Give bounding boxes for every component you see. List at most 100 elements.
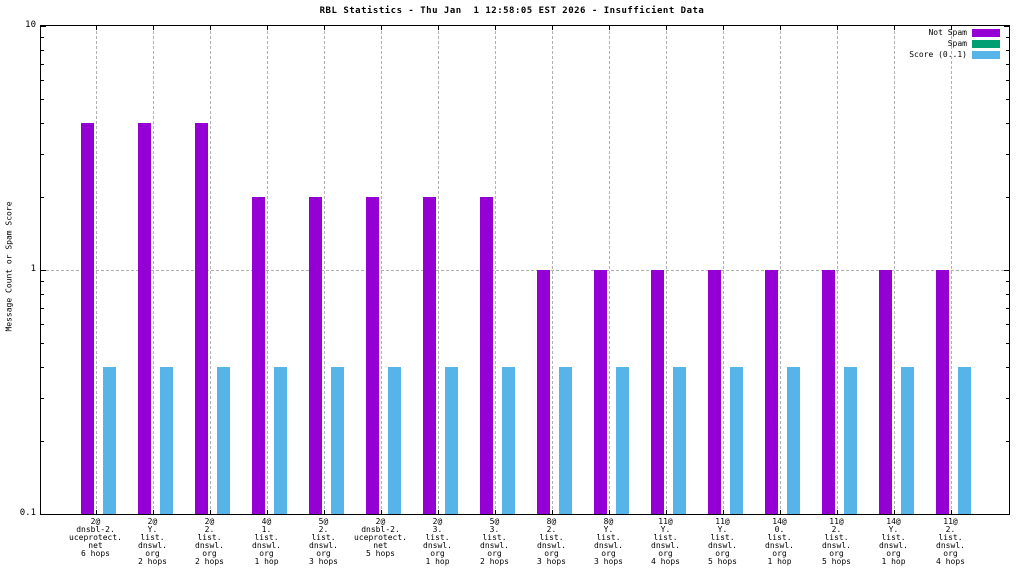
x-top-tick: [96, 26, 97, 30]
y-minor-tick: [41, 37, 44, 39]
y-tick-label: 0.1: [19, 508, 36, 518]
bar-not-spam: [423, 196, 436, 514]
legend-label: Not Spam: [928, 27, 967, 37]
x-top-tick: [267, 26, 268, 30]
y-major-tick: [41, 270, 46, 271]
gridline-x: [495, 26, 496, 514]
x-tick-label: 5@ 2. list. dnswl. org 3 hops: [309, 517, 338, 566]
gridline-x: [267, 26, 268, 514]
y-minor-tick: [41, 80, 44, 82]
gridline-x: [438, 26, 439, 514]
x-tick-label: 2@ dnsbl-2. uceprotect. net 5 hops: [354, 517, 407, 558]
x-top-tick: [153, 26, 154, 30]
y-minor-tick: [1006, 293, 1009, 295]
y-minor-tick: [41, 293, 44, 295]
gridline-x: [381, 26, 382, 514]
y-minor-tick: [1006, 49, 1009, 51]
y-minor-tick: [1006, 397, 1009, 399]
y-major-tick: [1004, 270, 1009, 271]
x-top-tick: [723, 26, 724, 30]
x-bottom-tick: [552, 510, 553, 514]
x-top-tick: [495, 26, 496, 30]
bar-not-spam: [822, 270, 835, 514]
bar-score-0-1-: [673, 367, 686, 514]
y-major-tick: [1004, 514, 1009, 515]
bar-not-spam: [765, 270, 778, 514]
x-bottom-tick: [609, 510, 610, 514]
legend-row: Spam: [909, 38, 1000, 49]
x-top-tick: [609, 26, 610, 30]
y-major-tick: [41, 514, 46, 515]
gridline-x: [609, 26, 610, 514]
x-top-tick: [780, 26, 781, 30]
bar-not-spam: [81, 123, 94, 514]
x-top-tick: [894, 26, 895, 30]
bar-not-spam: [879, 270, 892, 514]
legend-row: Score (0..1): [909, 49, 1000, 60]
y-minor-tick: [1006, 281, 1009, 283]
bar-not-spam: [537, 270, 550, 514]
y-minor-tick: [41, 49, 44, 51]
x-tick-label: 11@ Y. list. dnswl. org 5 hops: [708, 517, 737, 566]
gridline-x: [666, 26, 667, 514]
y-minor-tick: [1006, 63, 1009, 65]
y-minor-tick: [1006, 307, 1009, 309]
y-minor-tick: [1006, 99, 1009, 101]
x-bottom-tick: [951, 510, 952, 514]
bar-score-0-1-: [844, 367, 857, 514]
legend-swatch: [972, 50, 1000, 59]
x-tick-label: 11@ Y. list. dnswl. org 4 hops: [651, 517, 680, 566]
bar-not-spam: [651, 270, 664, 514]
y-minor-tick: [1006, 196, 1009, 198]
y-tick-label: 10: [25, 20, 36, 30]
gridline-x: [552, 26, 553, 514]
bar-score-0-1-: [217, 367, 230, 514]
y-minor-tick: [41, 343, 44, 345]
bar-score-0-1-: [502, 367, 515, 514]
gridline-x: [894, 26, 895, 514]
x-bottom-tick: [210, 510, 211, 514]
y-minor-tick: [1006, 80, 1009, 82]
x-top-tick: [951, 26, 952, 30]
bar-score-0-1-: [274, 367, 287, 514]
y-minor-tick: [41, 307, 44, 309]
x-top-tick: [381, 26, 382, 30]
bar-not-spam: [480, 196, 493, 514]
x-tick-label: 14@ Y. list. dnswl. org 1 hop: [879, 517, 908, 566]
y-minor-tick: [41, 63, 44, 65]
x-bottom-tick: [438, 510, 439, 514]
legend: Not Spam Spam Score (0..1): [909, 27, 1000, 60]
gridline-x: [951, 26, 952, 514]
x-bottom-tick: [780, 510, 781, 514]
bar-score-0-1-: [559, 367, 572, 514]
gridline-x: [210, 26, 211, 514]
legend-swatch: [972, 39, 1000, 48]
bar-score-0-1-: [331, 367, 344, 514]
y-minor-tick: [41, 123, 44, 125]
gridline-x: [96, 26, 97, 514]
x-top-tick: [438, 26, 439, 30]
legend-label: Score (0..1): [909, 49, 967, 59]
plot-area: [40, 25, 1010, 515]
bar-not-spam: [252, 196, 265, 514]
x-tick-label: 11@ 2. list. dnswl. org 4 hops: [936, 517, 965, 566]
x-tick-label: 2@ 2. list. dnswl. org 2 hops: [195, 517, 224, 566]
gridline-y1: [41, 270, 1009, 271]
bar-score-0-1-: [445, 367, 458, 514]
y-minor-tick: [1006, 324, 1009, 326]
x-top-tick: [666, 26, 667, 30]
y-minor-tick: [41, 99, 44, 101]
bar-score-0-1-: [787, 367, 800, 514]
bar-not-spam: [594, 270, 607, 514]
y-minor-tick: [1006, 153, 1009, 155]
x-tick-label: 4@ 1. list. dnswl. org 1 hop: [252, 517, 281, 566]
legend-swatch: [972, 28, 1000, 37]
y-minor-tick: [41, 153, 44, 155]
bar-not-spam: [309, 196, 322, 514]
x-top-tick: [210, 26, 211, 30]
bar-score-0-1-: [901, 367, 914, 514]
y-minor-tick: [41, 324, 44, 326]
y-minor-tick: [1006, 440, 1009, 442]
x-tick-label: 2@ Y. list. dnswl. org 2 hops: [138, 517, 167, 566]
